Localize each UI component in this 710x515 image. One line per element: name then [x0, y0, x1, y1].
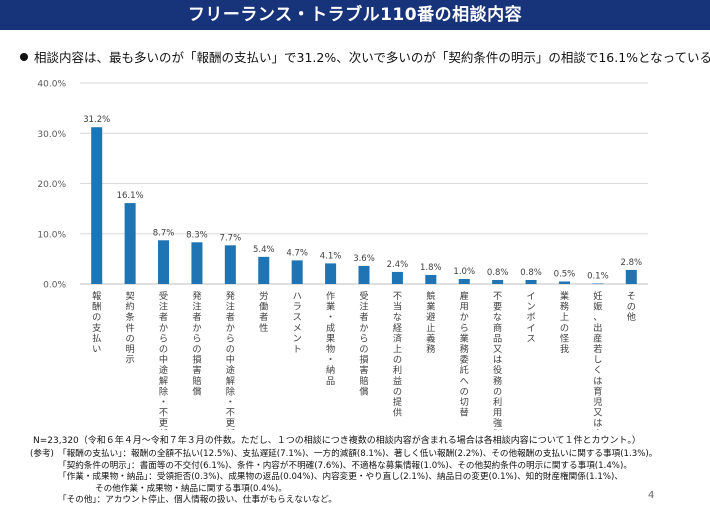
bar [258, 256, 270, 284]
page-number: 4 [648, 490, 655, 501]
data-label: 0.8% [487, 268, 509, 278]
category-label: 業務上の怪我 [560, 290, 570, 355]
bar [158, 240, 170, 284]
data-label: 31.2% [83, 115, 110, 125]
bar [91, 127, 103, 284]
bar [291, 260, 303, 284]
bar [124, 203, 136, 284]
bar [558, 281, 570, 284]
data-label: 8.3% [186, 230, 208, 240]
bullet-icon [20, 53, 28, 61]
note-row: 「その他」：アカウント停止、個人情報の扱い、仕事がもらえないなど。 [58, 495, 337, 506]
data-label: 0.5% [554, 269, 576, 279]
bar [325, 263, 337, 284]
bar [525, 279, 537, 284]
category-label: 競業避止義務 [426, 290, 436, 355]
notes-prefix: (参考) [30, 449, 54, 459]
category-label: 受注者からの中途解除・不更新 [159, 290, 168, 430]
note-row: 「作業・成果物・納品」：受領拒否(0.3%)、成果物の返品(0.04%)、内容変… [58, 472, 623, 483]
page-title: フリーランス・トラブル110番の相談内容 [187, 5, 523, 25]
bar-chart: 0.0% 10.0% 20.0% 30.0% 40.0% 31.2% 報酬の支払い 16.1%… [37, 80, 648, 430]
bar [425, 274, 437, 284]
category-label: 作業・成果物・納品 [326, 290, 335, 387]
y-tick-label: 20.0% [37, 180, 66, 190]
data-label: 16.1% [117, 191, 144, 201]
category-label: その他 [627, 291, 636, 323]
category-label: 受注者からの損害賠償 [359, 290, 368, 397]
reference-notes: (参考) 「報酬の支払い」：報酬の全額不払い(12.5%)、支払遅延(7.1%)、… [30, 449, 657, 507]
bar [492, 279, 504, 284]
y-tick-label: 30.0% [37, 130, 66, 140]
bar [625, 269, 637, 284]
data-label: 0.1% [587, 271, 609, 281]
data-label: 0.8% [520, 268, 542, 278]
data-label: 1.0% [453, 267, 475, 277]
category-label: 発注者からの損害賠償 [192, 290, 201, 397]
data-label: 2.8% [620, 258, 642, 268]
note-row: 「報酬の支払い」：報酬の全額不払い(12.5%)、支払遅延(7.1%)、一方的減… [58, 449, 658, 459]
category-label: 妊娠、出産若しくは育児又は介護 [593, 290, 602, 430]
bar [358, 265, 370, 284]
data-label: 3.6% [353, 254, 375, 264]
note-row: 「契約条件の明示」：書面等の不交付(6.1%)、条件・内容が不明確(7.6%)、… [58, 460, 632, 471]
category-label: 雇用から業務委託への切替 [460, 290, 470, 419]
data-label: 2.4% [387, 260, 409, 270]
data-label: 8.7% [153, 228, 175, 238]
data-label: 5.4% [253, 245, 275, 255]
category-label: 発注者からの中途解除・不更新 [226, 290, 235, 430]
sample-size-note: N=23,320（令和６年４月～令和７年３月の件数。ただし、１つの相談につき複数… [33, 436, 641, 446]
category-label: 不要な商品又は役務の利用強制 [493, 291, 503, 430]
note-row: その他作業・成果物・納品に関する事項(0.4%)。 [95, 483, 287, 494]
y-tick-label: 0.0% [43, 281, 66, 291]
data-label: 4.7% [286, 248, 308, 258]
data-label: 1.8% [420, 263, 442, 273]
category-label: 契約条件の明示 [126, 290, 135, 366]
data-label: 7.7% [220, 233, 242, 243]
data-label: 4.1% [320, 251, 342, 261]
summary-text: 相談内容は、最も多いのが「報酬の支払い」で31.2%、次いで多いのが「契約条件の… [34, 50, 710, 65]
y-tick-label: 40.0% [37, 80, 66, 90]
category-label: 労働者性 [259, 290, 268, 334]
category-label: 報酬の支払い [92, 291, 101, 355]
category-label: ハラスメント [293, 291, 302, 355]
page-title-banner: フリーランス・トラブル110番の相談内容 [0, 0, 710, 30]
bar [391, 271, 403, 284]
summary-line: 相談内容は、最も多いのが「報酬の支払い」で31.2%、次いで多いのが「契約条件の… [20, 50, 710, 66]
bar [458, 278, 470, 284]
category-label: インボイス [526, 291, 535, 344]
y-tick-label: 10.0% [37, 230, 66, 240]
bar [191, 242, 203, 284]
bar [224, 245, 236, 284]
bar [592, 283, 604, 285]
category-label: 不当な経済上の利益の提供 [393, 291, 402, 419]
